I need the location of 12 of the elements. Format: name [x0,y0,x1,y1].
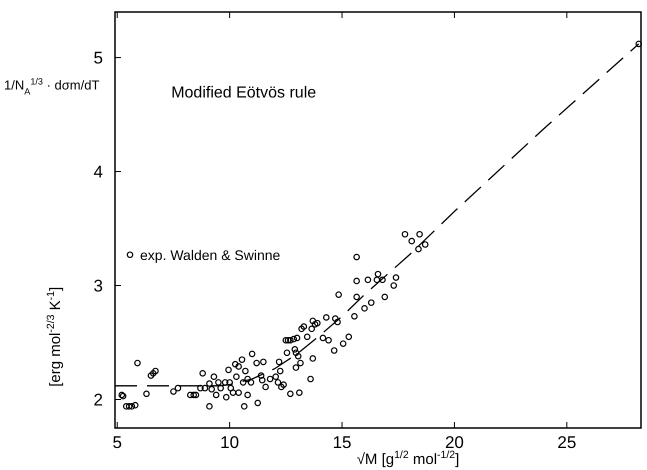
x-tick-label: 5 [112,433,122,452]
y-tick-label: 5 [94,48,103,68]
text: 1/N$_{A}$$^{1/3}$ · dσm/dT [4,76,100,96]
x-tick-label: 25 [557,433,576,452]
y-tick-label: 2 [94,390,103,410]
text: Modified Eötvös rule [171,84,316,102]
x-axis-title: √M [g$^{1/2}$ mol$^{-1/2}$] [356,449,460,468]
x-tick-label: 10 [220,433,240,452]
x-tick-label: 15 [332,433,352,452]
legend-label: exp. Walden & Swinne [140,246,281,263]
y-tick-label: 3 [94,276,103,296]
y-tick-label: 4 [94,162,103,182]
